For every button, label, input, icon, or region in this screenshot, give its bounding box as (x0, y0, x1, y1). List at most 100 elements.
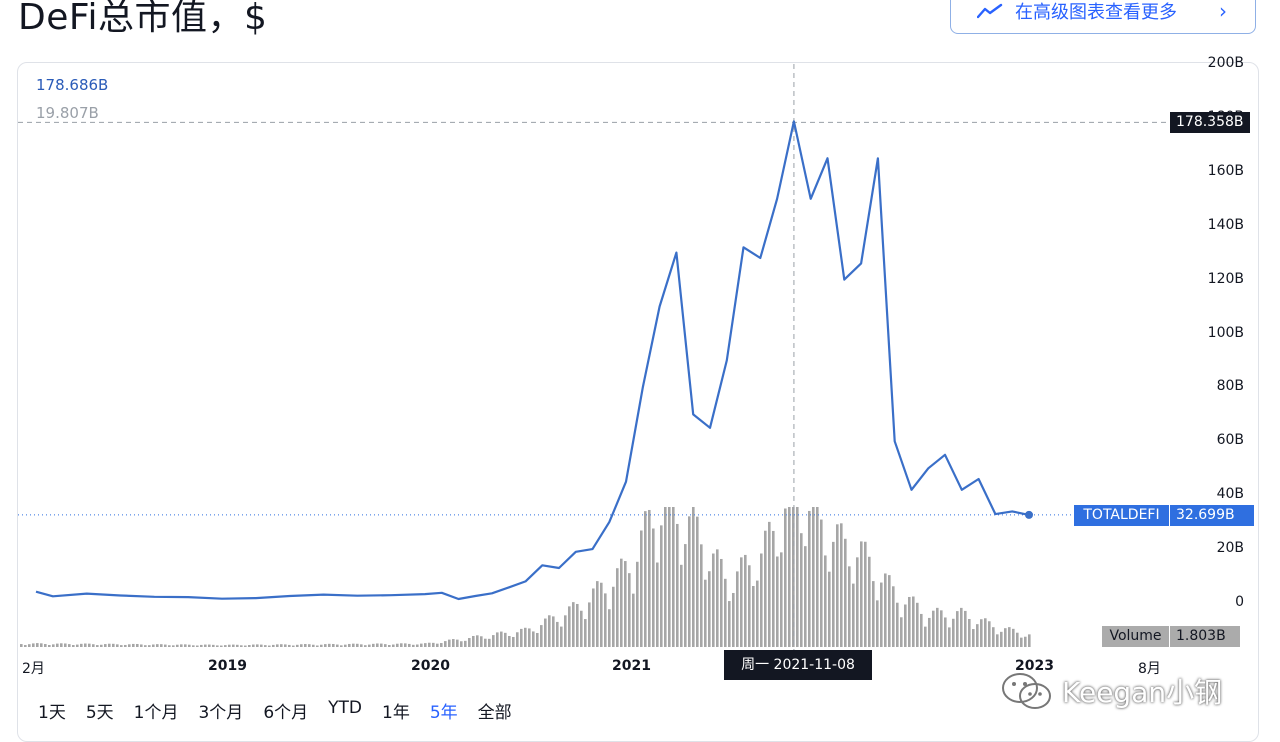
range-button[interactable]: 5天 (86, 698, 114, 723)
volume-bar (608, 609, 611, 647)
volume-bar (708, 571, 711, 647)
volume-bar (508, 636, 511, 647)
x-tick-label: 2020 (411, 658, 450, 674)
y-tick-label: 20B (1217, 540, 1244, 556)
volume-bar (588, 602, 591, 647)
volume-bar (932, 611, 935, 647)
volume-bar (748, 565, 751, 647)
volume-bar (460, 641, 463, 647)
volume-bar (1004, 628, 1007, 647)
volume-bar (980, 619, 983, 647)
volume-bar (276, 644, 279, 647)
volume-bar (756, 581, 759, 647)
volume-bar (256, 644, 259, 647)
volume-bar (924, 627, 927, 647)
volume-bar (984, 618, 987, 647)
volume-bar (472, 636, 475, 647)
volume-bar (396, 644, 399, 647)
volume-bar (824, 555, 827, 647)
volume-bar (428, 643, 431, 647)
volume-bar (104, 644, 107, 647)
range-button[interactable]: YTD (328, 698, 362, 723)
volume-bar (564, 615, 567, 647)
volume-bar (1008, 627, 1011, 647)
volume-bar (440, 643, 443, 647)
volume-bar (888, 575, 891, 647)
volume-bar (772, 531, 775, 647)
range-button[interactable]: 全部 (478, 698, 512, 723)
volume-bar (892, 586, 895, 647)
volume-bar (676, 524, 679, 647)
volume-bar (336, 645, 339, 647)
last-symbol-tag: TOTALDEFI (1074, 505, 1169, 526)
range-button[interactable]: 1天 (38, 698, 66, 723)
volume-bar (84, 644, 87, 647)
volume-bar (652, 528, 655, 647)
range-button[interactable]: 6个月 (263, 698, 308, 723)
volume-bar (60, 643, 63, 647)
volume-bar (64, 643, 67, 647)
y-tick-label: 100B (1208, 325, 1244, 341)
volume-bar (452, 639, 455, 647)
watermark: Keegan小钢 (1000, 670, 1222, 712)
crosshair-date-tooltip: 周一 2021-11-08 (724, 650, 872, 680)
volume-bar (872, 581, 875, 647)
volume-bar (248, 645, 251, 647)
volume-bar (864, 542, 867, 647)
range-button[interactable]: 3个月 (198, 698, 243, 723)
volume-bar (628, 573, 631, 647)
volume-bar (448, 640, 451, 647)
volume-bar (424, 643, 427, 647)
volume-bar (368, 645, 371, 647)
volume-bar (972, 629, 975, 647)
volume-bar (632, 594, 635, 647)
volume-bar (236, 645, 239, 647)
volume-bar (720, 559, 723, 647)
volume-bar (812, 507, 815, 647)
range-selector: 1天 5天 1个月 3个月 6个月 YTD 1年 5年全部 (38, 698, 532, 723)
volume-bar (828, 572, 831, 647)
volume-bar (156, 644, 159, 647)
data-point (1025, 511, 1033, 519)
volume-bar (268, 646, 271, 647)
range-button[interactable]: 1个月 (134, 698, 179, 723)
volume-bar (876, 600, 879, 647)
volume-bar (160, 644, 163, 647)
range-button[interactable]: 5年 (430, 698, 458, 723)
volume-bar (696, 517, 699, 647)
volume-bar (272, 645, 275, 647)
range-button[interactable]: 1年 (382, 698, 410, 723)
volume-bar (456, 640, 459, 647)
volume-bar (464, 641, 467, 647)
volume-bar (516, 632, 519, 647)
volume-bar (348, 644, 351, 647)
volume-bar (444, 641, 447, 647)
y-tick-label: 0 (1235, 594, 1244, 610)
volume-bar (960, 608, 963, 647)
volume-bar (332, 644, 335, 647)
volume-bar (784, 508, 787, 647)
volume-bar (1016, 633, 1019, 647)
x-tick-label: 2021 (612, 658, 651, 674)
volume-bar (604, 593, 607, 647)
volume-value-tag: 1.803B (1170, 626, 1240, 647)
volume-bar (724, 579, 727, 647)
volume-bar (956, 611, 959, 647)
volume-bar (780, 552, 783, 647)
volume-bar (808, 511, 811, 647)
volume-bar (996, 634, 999, 647)
volume-bar (860, 541, 863, 647)
volume-bar (500, 632, 503, 647)
chart-canvas[interactable] (0, 0, 1280, 719)
volume-bar (668, 507, 671, 647)
crosshair-secondary-value: 19.807B (36, 104, 99, 122)
volume-bar (112, 644, 115, 647)
volume-bar (832, 542, 835, 647)
volume-bar (92, 644, 95, 647)
volume-bar (644, 511, 647, 647)
volume-bar (224, 645, 227, 647)
volume-bar (72, 645, 75, 647)
volume-bar (376, 643, 379, 647)
volume-bar (32, 643, 35, 647)
volume-bar (552, 616, 555, 647)
